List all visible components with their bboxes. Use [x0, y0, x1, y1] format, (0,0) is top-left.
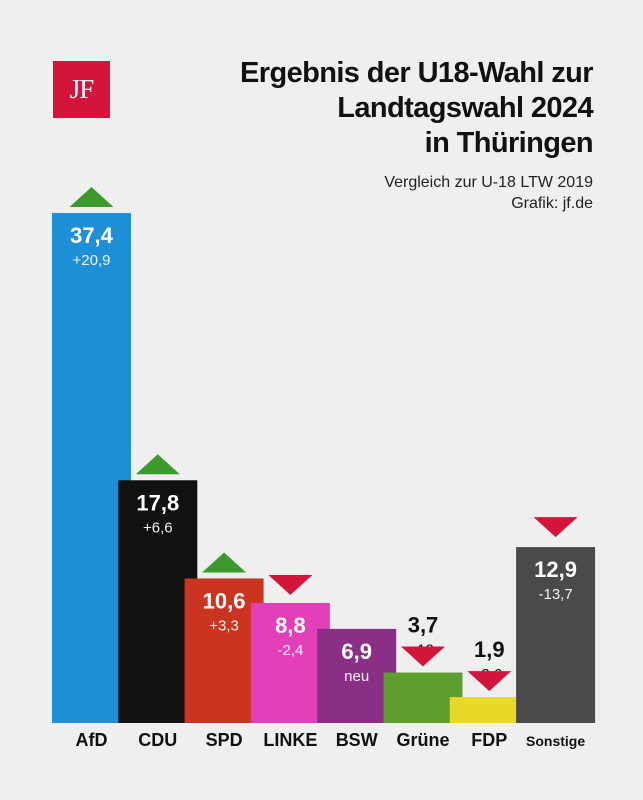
change-label: +20,9 [73, 252, 111, 269]
value-label: 1,9 [474, 637, 505, 662]
bar-afd [52, 213, 131, 723]
category-label: BSW [336, 730, 378, 750]
change-label: -13,7 [538, 586, 572, 603]
subtitle-source: Grafik: jf.de [511, 195, 593, 212]
trend-down-arrow [533, 517, 578, 538]
category-label: Sonstige [526, 733, 585, 749]
trend-up-arrow [135, 454, 180, 475]
value-label: 3,7 [408, 613, 439, 638]
category-label: FDP [471, 730, 507, 750]
value-label: 8,8 [275, 613, 306, 638]
value-label: 37,4 [70, 223, 114, 248]
jf-logo: JF [53, 61, 110, 118]
trend-up-arrow [69, 187, 114, 207]
bar-fdp [449, 697, 529, 723]
chart-title-line: Ergebnis der U18-Wahl zur [240, 57, 594, 89]
trend-down-arrow [401, 646, 445, 667]
value-label: 6,9 [341, 639, 372, 664]
value-label: 10,6 [203, 588, 246, 613]
category-label: LINKE [263, 730, 317, 750]
change-label: -2,4 [277, 642, 303, 659]
bar-linke [250, 603, 330, 723]
category-label: AfD [76, 730, 108, 750]
change-label: neu [344, 668, 369, 685]
change-label: +6,6 [143, 519, 173, 536]
bar-bsw [317, 628, 397, 723]
chart-subtitle: Vergleich zur U-18 LTW 2019 Grafik: jf.d… [253, 172, 593, 214]
trend-up-arrow [202, 552, 247, 573]
bar-grüne [383, 672, 463, 723]
category-label: Grüne [396, 730, 449, 750]
trend-down-arrow [467, 671, 512, 692]
bar-sonstige [516, 547, 596, 723]
subtitle-comparison: Vergleich zur U-18 LTW 2019 [384, 174, 593, 191]
bar-spd [184, 578, 264, 723]
change-label: +3,3 [209, 617, 239, 634]
category-label: CDU [138, 730, 177, 750]
value-label: 12,9 [534, 557, 577, 582]
chart-title-line: Landtagswahl 2024 [337, 92, 593, 124]
chart-title-line: in Thüringen [424, 127, 594, 159]
chart-title: Ergebnis der U18-Wahl zur Landtagswahl 2… [173, 56, 594, 161]
category-label: SPD [206, 730, 243, 750]
trend-down-arrow [268, 575, 313, 595]
bar-cdu [118, 480, 198, 723]
value-label: 17,8 [136, 490, 179, 515]
